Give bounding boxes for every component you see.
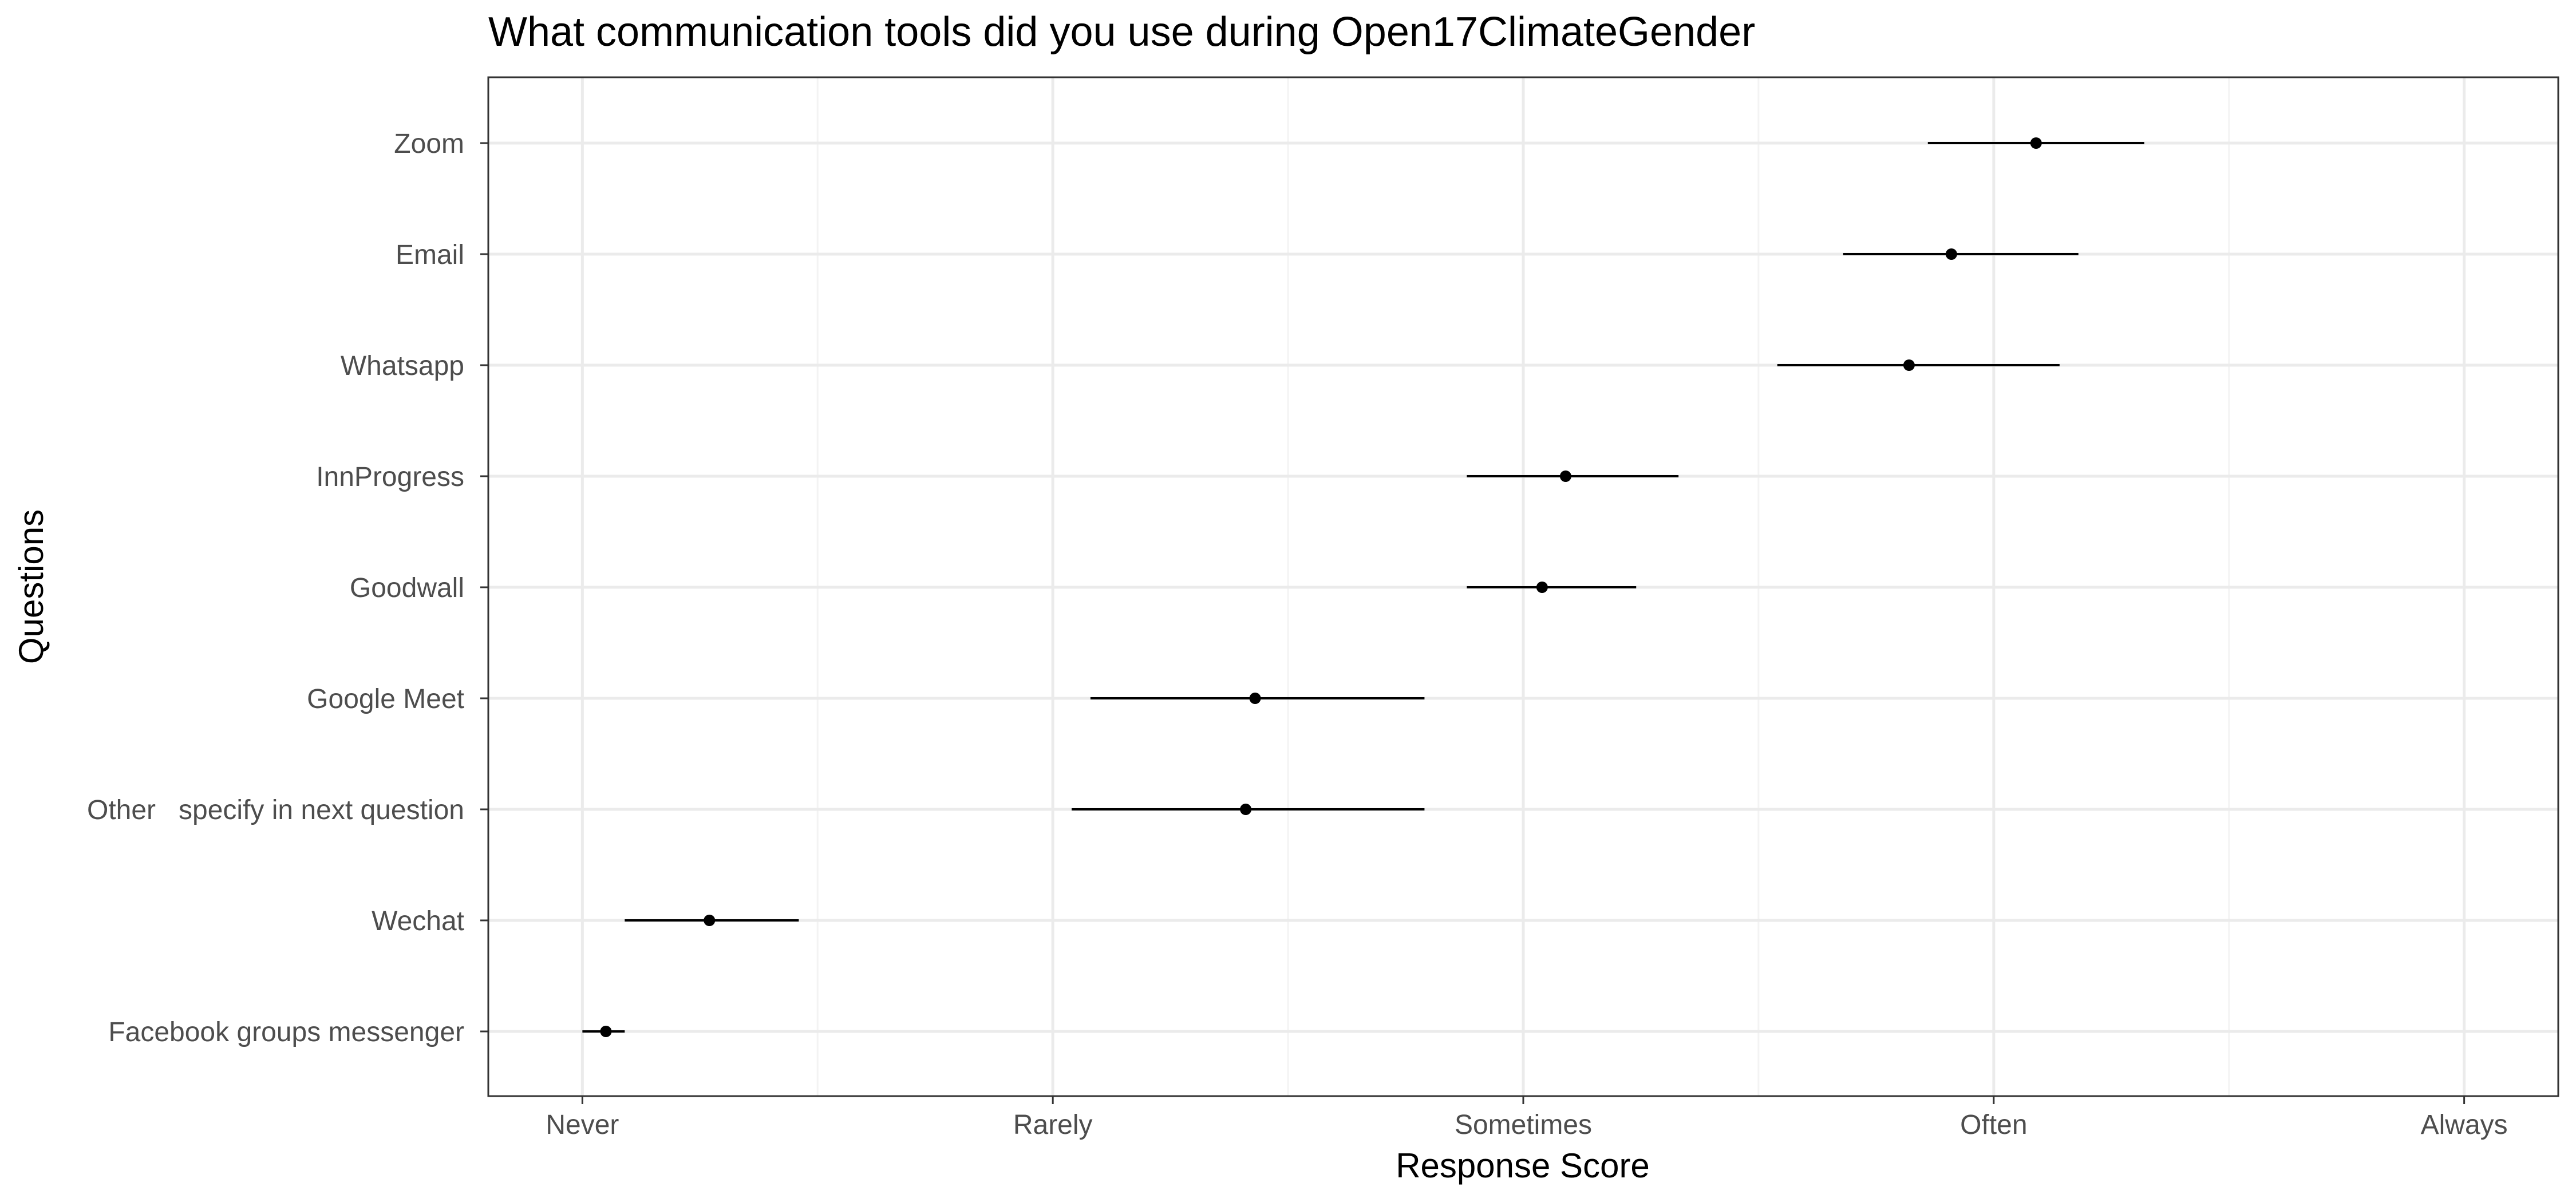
data-point (1559, 470, 1571, 482)
x-tick-label: Sometimes (1455, 1110, 1592, 1140)
data-point (600, 1026, 612, 1037)
y-tick-label: Zoom (394, 129, 464, 159)
x-axis: Never Rarely Sometimes Often Always (546, 1096, 2508, 1140)
y-axis-title: Questions (12, 509, 50, 664)
x-axis-title: Response Score (1396, 1146, 1650, 1185)
y-tick-label: Whatsapp (341, 351, 464, 381)
x-tick-label: Never (546, 1110, 619, 1140)
y-tick-label: Wechat (372, 906, 464, 936)
data-point (1945, 248, 1957, 260)
y-tick-label: Facebook groups messenger (108, 1017, 464, 1047)
data-point (704, 915, 716, 926)
chart-title: What communication tools did you use dur… (488, 9, 1755, 55)
data-point (1903, 359, 1915, 371)
series-layer (582, 137, 2144, 1037)
data-point (1536, 582, 1548, 593)
data-point (2030, 137, 2042, 149)
y-tick-label: InnProgress (316, 462, 464, 492)
y-tick-label: Other specify in next question (87, 795, 464, 825)
x-tick-label: Always (2421, 1110, 2508, 1140)
x-tick-label: Often (1960, 1110, 2027, 1140)
y-axis: Zoom Email Whatsapp InnProgress Goodwall Goog… (87, 129, 488, 1047)
y-tick-label: Google Meet (307, 684, 464, 714)
x-tick-label: Rarely (1013, 1110, 1093, 1140)
data-point (1240, 804, 1252, 815)
data-point (1249, 693, 1261, 704)
y-tick-label: Goodwall (350, 573, 464, 603)
y-tick-label: Email (396, 240, 464, 270)
